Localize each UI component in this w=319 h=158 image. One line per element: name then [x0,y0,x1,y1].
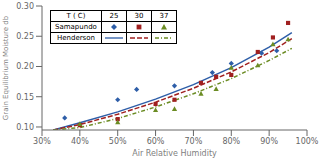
html-text:30: 30 [134,12,144,20]
html-text:Samapundo: Samapundo [55,23,97,31]
svg-text:0.30: 0.30 [16,2,34,11]
svg-text:60%: 60% [147,137,165,146]
html-text:37: 37 [159,12,169,20]
html-text:T ( C): T ( C) [66,12,86,20]
svg-text:50%: 50% [109,137,127,146]
html-text:25: 25 [109,12,119,20]
svg-text:80%: 80% [222,137,240,146]
svg-text:30%: 30% [33,137,51,146]
svg-text:Grain Equilibrium Moisture db: Grain Equilibrium Moisture db [8,15,10,120]
svg-text:40%: 40% [71,137,89,146]
svg-text:0.25: 0.25 [16,32,34,41]
svg-text:0.10: 0.10 [16,123,34,132]
svg-text:70%: 70% [185,137,203,146]
svg-text:100%: 100% [296,137,311,146]
svg-text:Air Relative Humidity: Air Relative Humidity [132,149,217,158]
svg-text:90%: 90% [260,137,278,146]
svg-text:0.15: 0.15 [16,93,34,102]
svg-text:0.20: 0.20 [16,62,34,71]
html-text:Henderson: Henderson [56,34,95,42]
